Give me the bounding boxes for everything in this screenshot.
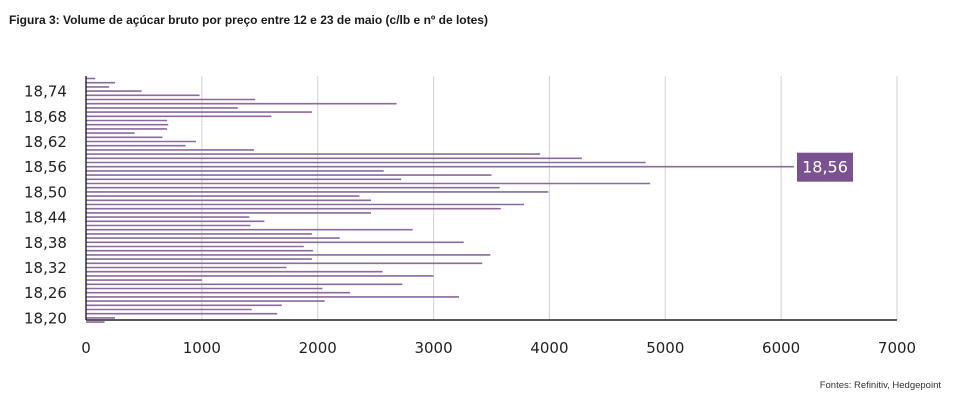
x-tick-label: 4000 — [530, 339, 568, 357]
y-tick-label: 18,26 — [24, 284, 67, 302]
y-tick-label: 18,68 — [24, 108, 67, 126]
callout-box — [797, 152, 853, 182]
y-tick-label: 18,44 — [24, 209, 67, 227]
x-tick-label: 7000 — [878, 339, 916, 357]
x-tick-label: 1000 — [183, 339, 221, 357]
axes — [85, 76, 897, 321]
y-tick-label: 18,20 — [24, 309, 67, 327]
y-tick-label: 18,56 — [24, 158, 67, 176]
y-tick-label: 18,50 — [24, 183, 67, 201]
x-tick-label: 5000 — [646, 339, 684, 357]
x-tick-label: 3000 — [414, 339, 452, 357]
y-tick-label: 18,74 — [24, 83, 67, 101]
tick-labels: 0 1000 2000 3000 4000 5000 6000 7000 18,74 18,68 1… — [24, 83, 916, 357]
source-note: Fontes: Refinitiv, Hedgepoint — [819, 380, 941, 391]
x-tick-label: 0 — [81, 339, 91, 357]
callout: 18,56 — [797, 152, 853, 182]
callout-label: 18,56 — [802, 158, 848, 177]
y-tick-label: 18,62 — [24, 133, 67, 151]
bars — [86, 77, 794, 323]
x-tick-label: 2000 — [299, 339, 337, 357]
x-tick-label: 6000 — [762, 339, 800, 357]
chart-title: Figura 3: Volume de açúcar bruto por pre… — [9, 13, 488, 27]
y-tick-label: 18,32 — [24, 259, 67, 277]
y-tick-label: 18,38 — [24, 234, 67, 252]
